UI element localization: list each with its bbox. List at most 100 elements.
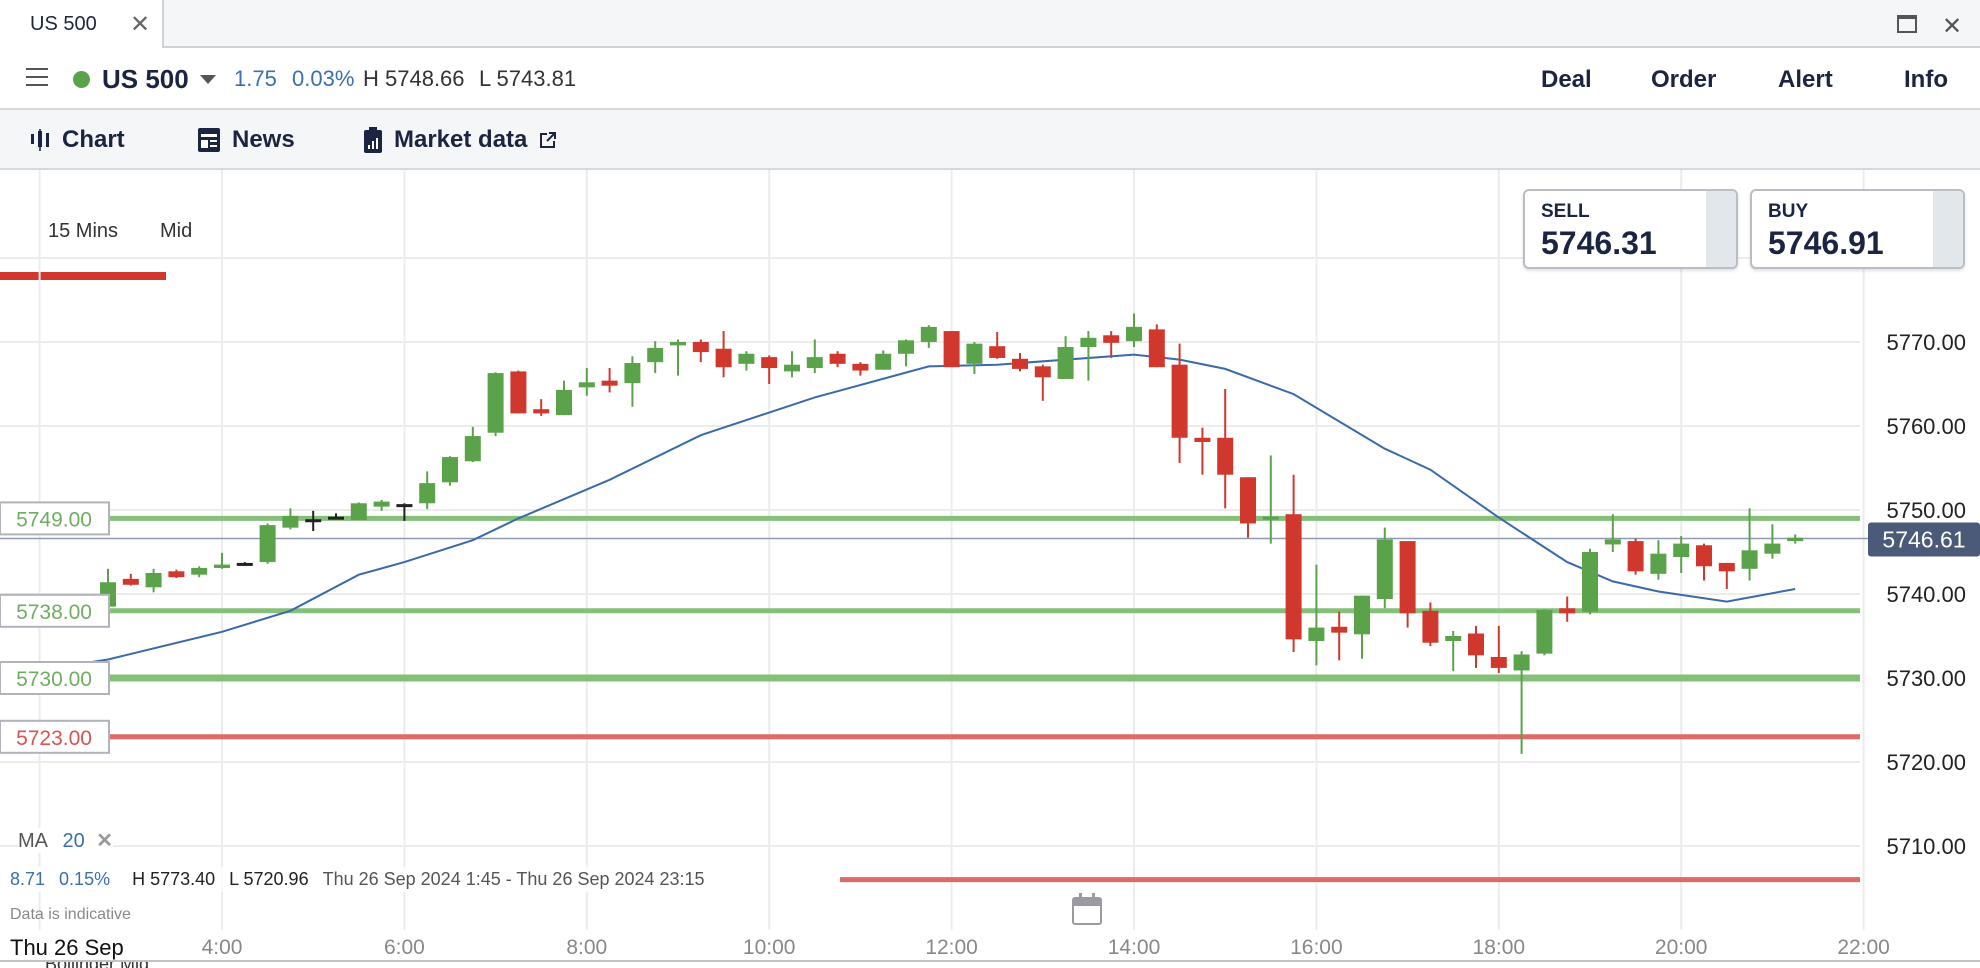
x-tick-label: 10:00 [743,936,796,959]
view-tabs: Chart News Market data [0,110,1980,280]
candle [1604,514,1621,552]
candle-body [556,389,572,416]
price-change: 1.75 [234,66,277,91]
candle-body [1559,608,1576,614]
x-tick-label: 22:00 [1837,936,1890,959]
candle [943,331,960,368]
instrument-name[interactable]: US 500 [102,64,189,94]
candle [898,339,914,367]
ma-indicator-legend: MA 20 ✕ [18,828,114,853]
candle-body [373,501,390,507]
y-tick-label: 5720.00 [1886,750,1966,775]
candle [647,341,664,374]
current-price-label: 5746.61 [1882,526,1965,552]
candle [738,351,755,371]
candle-body [989,346,1006,358]
y-tick-label: 5770.00 [1886,330,1966,355]
candle-body [487,373,504,433]
sell-button[interactable]: SELL 5746.31 [1523,189,1738,269]
candle-body [1422,610,1439,643]
candle [236,562,253,566]
candle-body [715,348,732,368]
candle [1673,536,1690,573]
candle-body [191,567,208,575]
candle [191,566,208,578]
candle [396,503,413,521]
candle [442,456,458,486]
buy-button[interactable]: BUY 5746.91 [1750,189,1965,269]
range-high: H 5773.40 [132,869,216,889]
candle [510,370,527,414]
candle-body [601,380,618,386]
y-tick-label: 5750.00 [1886,498,1966,523]
calendar-icon[interactable] [1072,893,1102,930]
candle [1262,455,1279,544]
candle [692,339,709,363]
chevron-down-icon[interactable] [200,75,216,84]
candle [601,368,618,393]
sell-label: SELL [1541,201,1590,222]
ma-period[interactable]: 20 [62,830,85,852]
candle-body [1536,609,1553,654]
candle-body [647,347,664,363]
price-level-label-box [0,593,110,628]
candle-body [1012,358,1028,369]
candle [1034,364,1051,401]
candle-body [1468,633,1484,656]
range-low: L 5720.96 [229,869,309,889]
candle-body [1696,545,1712,567]
day-low: L 5743.81 [479,66,577,91]
interval-selector[interactable]: 15 Mins [48,220,119,242]
candle-body [578,382,595,388]
ma-line [16,353,1796,675]
maximize-icon[interactable] [1897,12,1917,33]
price-type-selector[interactable]: Mid [160,220,193,242]
deal-button[interactable]: Deal [1541,66,1592,93]
candle-body [1399,541,1416,614]
menu-icon[interactable] [26,68,48,92]
candle-body [464,436,481,462]
candle-body [692,342,709,353]
candle-body [145,573,162,588]
candle-body [1650,553,1667,574]
tab-news[interactable]: News [198,126,295,154]
close-tab-icon[interactable]: ✕ [130,11,151,38]
x-tick-label: 20:00 [1655,936,1708,959]
candle [1399,541,1416,628]
candle [670,339,686,376]
price-level-label: 5749.00 [16,508,92,531]
candle-body [442,457,458,483]
candle-body [624,363,641,384]
candle-body [510,371,527,414]
candle-body [1103,335,1120,343]
candle-body [214,564,230,568]
price-level-label-box [0,719,110,754]
candle [1718,562,1735,589]
order-button[interactable]: Order [1651,66,1717,93]
alert-button[interactable]: Alert [1778,66,1833,93]
candle-body [1034,366,1051,378]
info-button[interactable]: Info [1904,66,1948,93]
candle [556,380,572,416]
candle-body [1582,552,1598,612]
remove-indicator-icon[interactable]: ✕ [96,830,114,852]
candle-body [1331,626,1348,633]
tab-market-data[interactable]: Market data [364,126,557,154]
candle-body [875,353,892,370]
candle [419,471,436,510]
candle-body [1194,437,1211,442]
candle-body [1604,539,1621,545]
price-chart[interactable]: 5710.00 5720.00 5730.00 5740.00 5750.00 5760.… [0,170,1980,960]
candle [1148,324,1165,368]
tab-chart[interactable]: Chart [30,126,125,154]
candle [1536,609,1553,656]
candle [533,399,550,416]
close-window-icon[interactable]: ✕ [1942,13,1963,40]
candle [1376,527,1393,609]
price-level-label-box [0,501,110,536]
candle-body [1764,543,1781,554]
candle-body [806,357,823,369]
candle [350,502,367,521]
candle [624,356,641,407]
window-tab[interactable]: US 500 ✕ [0,0,164,48]
